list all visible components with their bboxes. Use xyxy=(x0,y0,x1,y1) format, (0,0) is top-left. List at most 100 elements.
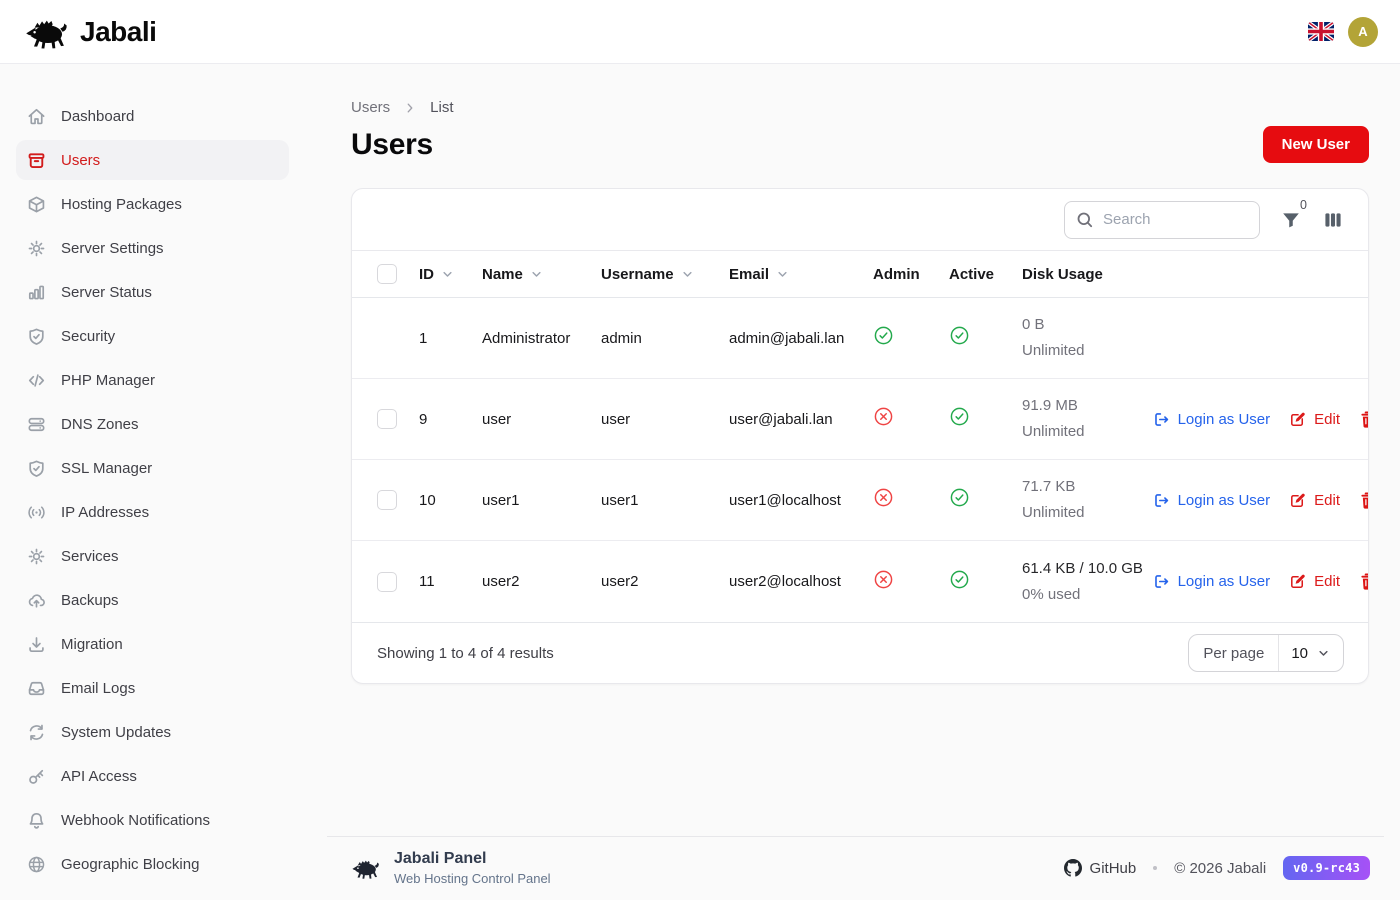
column-header-disk-usage: Disk Usage xyxy=(1022,265,1103,283)
breadcrumb-item-users[interactable]: Users xyxy=(351,99,391,116)
row-checkbox[interactable] xyxy=(377,409,397,429)
sidebar-item-php-manager[interactable]: PHP Manager xyxy=(16,360,289,400)
sidebar-item-server-settings[interactable]: Server Settings xyxy=(16,228,289,268)
cell-name: user2 xyxy=(482,573,520,590)
brand[interactable]: Jabali xyxy=(24,14,157,50)
sidebar-item-migration[interactable]: Migration xyxy=(16,624,289,664)
sidebar-item-label: Webhook Notifications xyxy=(61,811,210,829)
login-icon xyxy=(1152,410,1171,429)
edit-pencil-icon xyxy=(1288,410,1307,429)
sidebar-item-label: Server Status xyxy=(61,283,152,301)
app-footer: Jabali Panel Web Hosting Control Panel G… xyxy=(327,836,1384,900)
table-body: 1 Administrator admin admin@jabali.lan 0 B Un… xyxy=(352,298,1368,622)
row-checkbox[interactable] xyxy=(377,490,397,510)
delete-trash-icon[interactable] xyxy=(1358,490,1368,511)
sort-chevron-icon xyxy=(680,267,695,282)
edit-button[interactable]: Edit xyxy=(1288,572,1340,591)
active-yes-icon xyxy=(949,487,970,508)
cell-name: Administrator xyxy=(482,329,571,347)
cog-icon xyxy=(26,238,47,259)
cell-disk-usage: 71.7 KB Unlimited xyxy=(1022,478,1085,521)
cell-email: user1@localhost xyxy=(729,491,841,509)
per-page-value: 10 xyxy=(1291,644,1308,662)
edit-pencil-icon xyxy=(1288,491,1307,510)
github-link[interactable]: GitHub xyxy=(1063,859,1136,877)
sidebar-item-dashboard[interactable]: Dashboard xyxy=(16,96,289,136)
breadcrumb: Users List xyxy=(351,99,1369,116)
cell-id: 1 xyxy=(419,329,428,347)
github-icon xyxy=(1063,859,1082,877)
new-user-button[interactable]: New User xyxy=(1262,126,1369,163)
boar-logo-icon xyxy=(24,14,70,50)
tray-icon xyxy=(26,150,47,171)
admin-no-icon xyxy=(873,487,894,508)
footer-title[interactable]: Jabali Panel xyxy=(394,850,487,867)
filter-button[interactable]: 0 xyxy=(1280,197,1311,231)
chevron-right-icon xyxy=(403,101,417,115)
sort-chevron-icon xyxy=(775,267,790,282)
column-header-id[interactable]: ID xyxy=(419,266,482,283)
column-header-name[interactable]: Name xyxy=(482,266,601,283)
toggle-columns-button[interactable] xyxy=(1322,209,1344,231)
sidebar-item-users[interactable]: Users xyxy=(16,140,289,180)
sidebar-item-services[interactable]: Services xyxy=(16,536,289,576)
cell-email: admin@jabali.lan xyxy=(729,329,845,347)
sidebar-item-webhook-notifications[interactable]: Webhook Notifications xyxy=(16,800,289,840)
dot-separator xyxy=(1153,866,1158,870)
shield-check-icon xyxy=(26,326,47,347)
delete-trash-icon[interactable] xyxy=(1358,409,1368,430)
sidebar-item-ip-addresses[interactable]: IP Addresses xyxy=(16,492,289,532)
sort-chevron-icon xyxy=(529,267,544,282)
footer-boar-logo-icon xyxy=(351,856,381,880)
row-checkbox[interactable] xyxy=(377,571,397,592)
user-avatar[interactable]: A xyxy=(1348,16,1378,47)
per-page-label: Per page xyxy=(1189,635,1280,671)
login-icon xyxy=(1152,491,1171,510)
cell-email: user@jabali.lan xyxy=(729,410,833,428)
sidebar-item-label: Security xyxy=(61,327,116,345)
login-as-user-button[interactable]: Login as User xyxy=(1152,572,1270,591)
sidebar-item-security[interactable]: Security xyxy=(16,316,289,356)
language-flag-icon[interactable] xyxy=(1308,22,1334,41)
admin-no-icon xyxy=(873,406,894,427)
cell-username: user xyxy=(601,410,631,428)
delete-trash-icon[interactable] xyxy=(1358,571,1368,592)
bell-icon xyxy=(26,810,47,831)
search-input[interactable] xyxy=(1064,200,1260,239)
cube-icon xyxy=(26,194,47,215)
sidebar-item-hosting-packages[interactable]: Hosting Packages xyxy=(16,184,289,224)
sidebar-item-server-status[interactable]: Server Status xyxy=(16,272,289,312)
filter-count-badge: 0 xyxy=(1296,197,1311,213)
sidebar-item-backups[interactable]: Backups xyxy=(16,580,289,620)
sidebar-item-label: Server Settings xyxy=(61,239,164,257)
column-header-username[interactable]: Username xyxy=(601,266,729,283)
select-all-checkbox[interactable] xyxy=(377,264,397,284)
per-page-select[interactable]: Per page 10 xyxy=(1188,634,1344,672)
search-box xyxy=(1064,200,1260,239)
login-as-user-button[interactable]: Login as User xyxy=(1152,491,1270,510)
brand-name: Jabali xyxy=(80,15,157,47)
cell-id: 11 xyxy=(419,573,435,590)
chevron-down-icon xyxy=(1316,646,1331,661)
sidebar-item-system-updates[interactable]: System Updates xyxy=(16,712,289,752)
shield-check-icon xyxy=(26,458,47,479)
main-content: Users List Users New User 0 xyxy=(305,64,1400,900)
sidebar-item-geographic-blocking[interactable]: Geographic Blocking xyxy=(16,844,289,884)
results-summary: Showing 1 to 4 of 4 results xyxy=(377,644,554,662)
column-header-email[interactable]: Email xyxy=(729,266,873,283)
login-as-user-button[interactable]: Login as User xyxy=(1152,410,1270,429)
admin-no-icon xyxy=(873,569,894,590)
search-icon xyxy=(1075,210,1095,230)
sidebar-item-ssl-manager[interactable]: SSL Manager xyxy=(16,448,289,488)
sidebar-item-label: DNS Zones xyxy=(61,415,139,433)
sidebar-item-api-access[interactable]: API Access xyxy=(16,756,289,796)
cell-disk-usage: 91.9 MB Unlimited xyxy=(1022,397,1085,440)
edit-button[interactable]: Edit xyxy=(1288,410,1340,429)
sidebar-item-email-logs[interactable]: Email Logs xyxy=(16,668,289,708)
active-yes-icon xyxy=(949,325,970,346)
sidebar-item-label: Email Logs xyxy=(61,679,136,697)
edit-button[interactable]: Edit xyxy=(1288,491,1340,510)
sidebar-item-dns-zones[interactable]: DNS Zones xyxy=(16,404,289,444)
refresh-icon xyxy=(26,722,47,743)
sidebar-item-label: Dashboard xyxy=(61,107,135,125)
